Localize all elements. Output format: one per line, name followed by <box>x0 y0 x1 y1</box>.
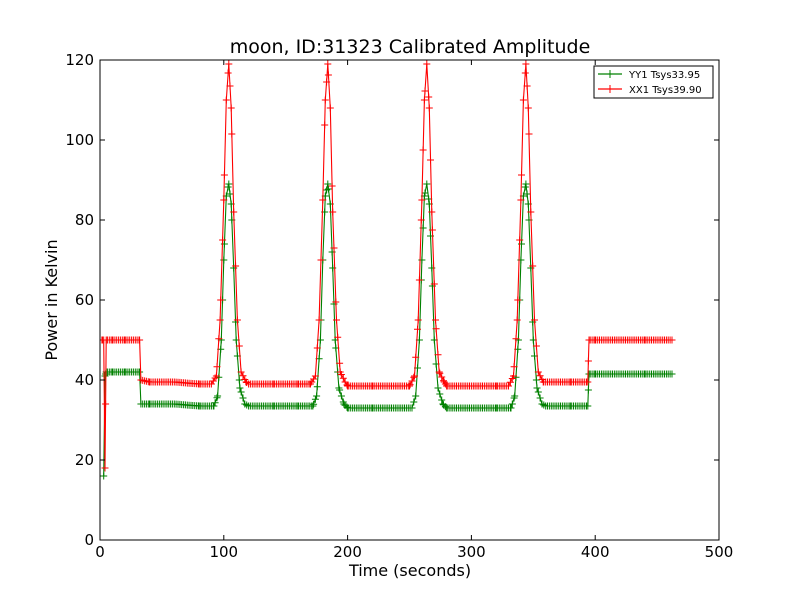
series-xx1 <box>100 60 676 472</box>
legend: YY1 Tsys33.95 XX1 Tsys39.90 <box>593 65 714 99</box>
y-axis-label: Power in Kelvin <box>42 239 61 360</box>
legend-box <box>593 65 714 99</box>
x-tick-label: 300 <box>457 543 486 561</box>
y-tick-label: 120 <box>65 51 94 69</box>
legend-item: XX1 Tsys39.90 <box>598 85 702 96</box>
series-line <box>103 183 672 477</box>
legend-marker <box>606 85 614 93</box>
x-tick-label: 200 <box>333 543 362 561</box>
x-tick-label: 0 <box>95 543 105 561</box>
legend-item: YY1 Tsys33.95 <box>598 70 700 81</box>
y-tick-label: 60 <box>75 291 94 309</box>
chart-title: moon, ID:31323 Calibrated Amplitude <box>230 36 591 58</box>
series-markers <box>100 60 676 472</box>
x-axis-label: Time (seconds) <box>348 561 471 580</box>
legend-marker <box>606 70 614 78</box>
y-tick-label: 40 <box>75 371 94 389</box>
y-tick-label: 100 <box>65 131 94 149</box>
y-tick-label: 0 <box>84 531 94 549</box>
series-yy1 <box>100 180 676 480</box>
series-layer <box>100 60 676 480</box>
x-tick-label: 400 <box>581 543 610 561</box>
legend-label: YY1 Tsys33.95 <box>628 70 700 81</box>
series-markers <box>100 180 676 480</box>
plot-frame <box>99 59 720 541</box>
legend-label: XX1 Tsys39.90 <box>629 85 702 96</box>
y-tick-label: 20 <box>75 451 94 469</box>
y-tick-label: 80 <box>75 211 94 229</box>
x-tick-label: 100 <box>209 543 238 561</box>
x-tick-label: 500 <box>705 543 734 561</box>
tick-layer: 0 100 200 300 400 500 0 20 40 60 80 100 120 <box>65 51 733 561</box>
